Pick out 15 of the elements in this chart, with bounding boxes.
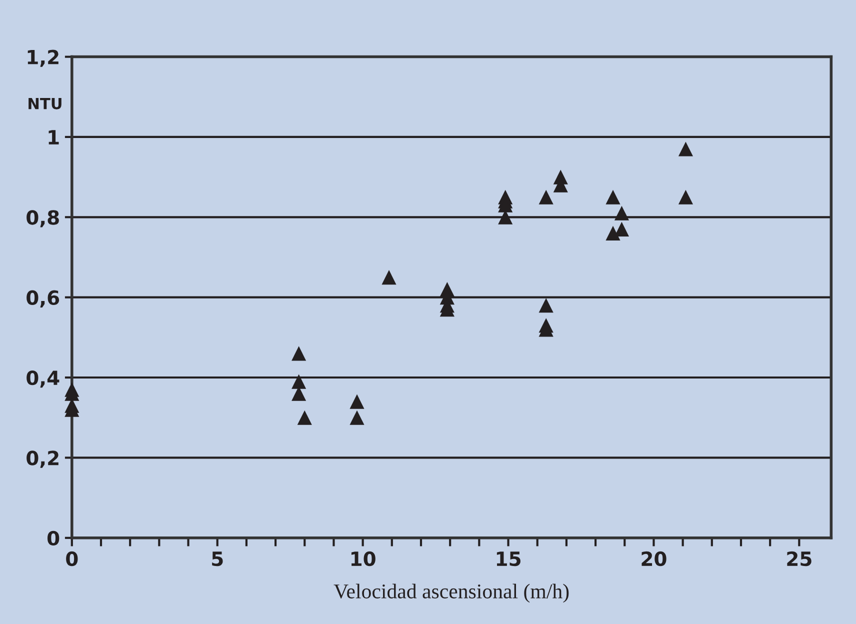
x-tick-label: 5 bbox=[212, 552, 223, 566]
y-tick-label: 0,4 bbox=[26, 370, 60, 388]
x-tick-label: 20 bbox=[642, 551, 666, 566]
y-tick-label: 1 bbox=[48, 130, 59, 144]
x-tick-label: 10 bbox=[351, 551, 376, 566]
y-tick-label: 0,8 bbox=[26, 210, 59, 228]
y-tick-label: 0,2 bbox=[26, 450, 58, 468]
x-tick-label: 15 bbox=[496, 552, 520, 566]
x-tick-label: 0 bbox=[66, 551, 78, 566]
x-axis-title: Velocidad ascensional (m/h) bbox=[334, 584, 569, 603]
x-tick-label: 25 bbox=[787, 551, 812, 566]
y-tick-label: 0,6 bbox=[26, 290, 60, 308]
y-axis-title: NTU bbox=[28, 98, 62, 110]
y-tick-label: 1,2 bbox=[28, 50, 58, 67]
y-tick-label: 0 bbox=[48, 530, 60, 546]
